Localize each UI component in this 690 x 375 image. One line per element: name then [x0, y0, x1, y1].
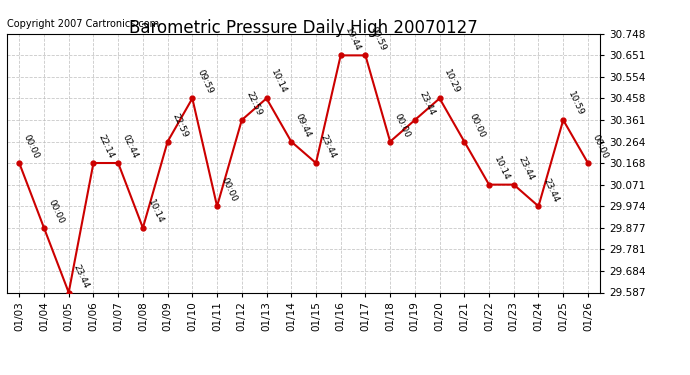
Text: 19:44: 19:44 [344, 26, 362, 53]
Text: 09:59: 09:59 [195, 68, 214, 96]
Text: 00:59: 00:59 [368, 26, 387, 53]
Text: 09:44: 09:44 [294, 112, 313, 139]
Text: 22:14: 22:14 [96, 134, 115, 160]
Text: 22:59: 22:59 [170, 112, 189, 139]
Text: 10:14: 10:14 [269, 69, 288, 96]
Text: 23:44: 23:44 [319, 134, 337, 160]
Text: 00:00: 00:00 [467, 112, 486, 139]
Text: 23:44: 23:44 [417, 90, 437, 117]
Text: 00:00: 00:00 [47, 198, 66, 225]
Text: 00:00: 00:00 [393, 112, 412, 139]
Text: 10:59: 10:59 [566, 90, 585, 117]
Text: 00:00: 00:00 [220, 176, 239, 204]
Text: 10:29: 10:29 [442, 69, 462, 96]
Text: 10:14: 10:14 [492, 155, 511, 182]
Text: 23:44: 23:44 [541, 177, 560, 204]
Text: Copyright 2007 Cartronics.com: Copyright 2007 Cartronics.com [7, 19, 159, 28]
Text: Barometric Pressure Daily High 20070127: Barometric Pressure Daily High 20070127 [129, 19, 478, 37]
Text: 22:59: 22:59 [244, 90, 264, 117]
Text: 23:44: 23:44 [517, 155, 535, 182]
Text: 23:44: 23:44 [72, 263, 90, 290]
Text: 10:14: 10:14 [146, 198, 165, 225]
Text: 00:00: 00:00 [22, 133, 41, 160]
Text: 02:44: 02:44 [121, 134, 140, 160]
Text: 00:00: 00:00 [591, 133, 610, 160]
